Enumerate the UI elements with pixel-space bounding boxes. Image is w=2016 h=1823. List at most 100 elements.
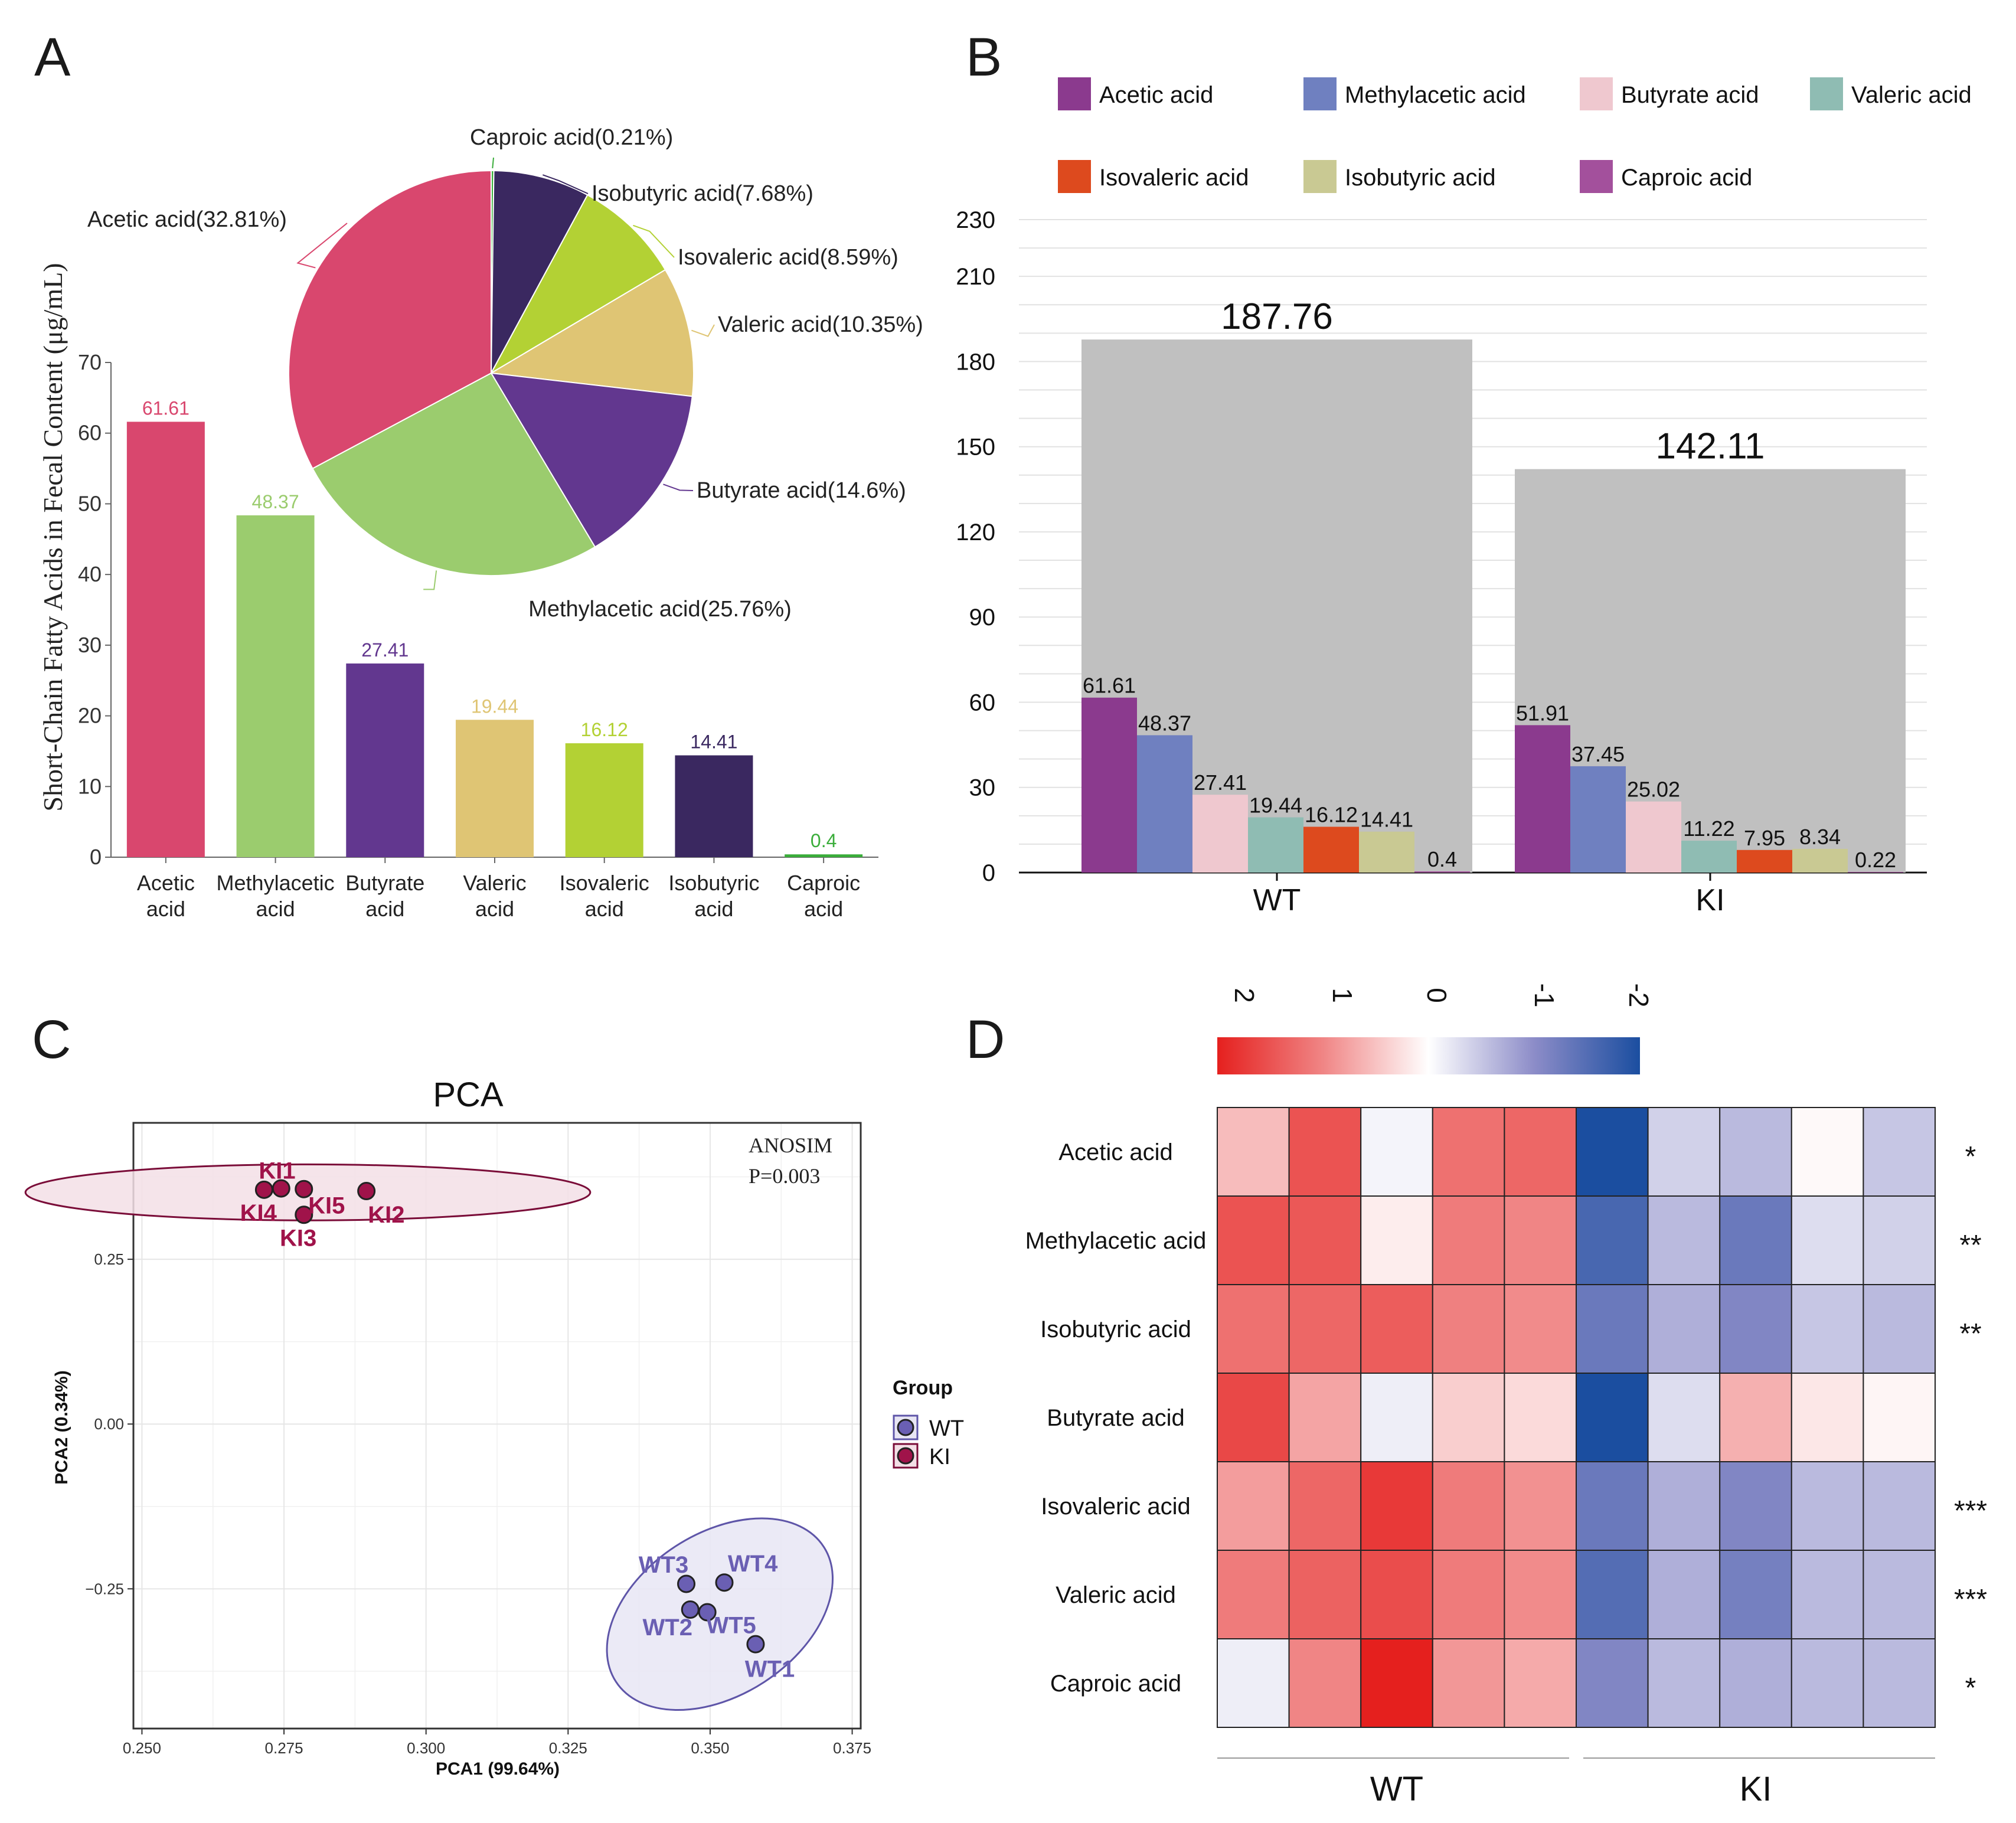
pie-leader-line xyxy=(296,223,348,269)
heatmap-cell xyxy=(1576,1638,1649,1728)
colorbar-tick-label: -1 xyxy=(1529,984,1560,1008)
heatmap-cell xyxy=(1432,1284,1505,1374)
heatmap-cell xyxy=(1288,1550,1362,1639)
c-x-tick-label: 0.275 xyxy=(265,1739,303,1757)
heatmap-cell xyxy=(1360,1284,1433,1374)
b-series-bar xyxy=(1515,725,1570,873)
a-y-tick-label: 30 xyxy=(78,633,102,657)
b-legend-label: Butyrate acid xyxy=(1621,82,1759,108)
heatmap-cell xyxy=(1863,1550,1936,1639)
a-category-label: acid xyxy=(475,897,514,921)
c-plot-frame xyxy=(132,1122,862,1730)
c-x-tick-label: 0.350 xyxy=(691,1739,729,1757)
a-value-label: 27.41 xyxy=(361,639,409,661)
c-point-label: KI5 xyxy=(308,1193,345,1219)
b-y-tick-label: 30 xyxy=(969,775,996,801)
b-series-value-label: 14.41 xyxy=(1360,808,1413,832)
heatmap-cell xyxy=(1790,1107,1864,1197)
c-point-label: WT1 xyxy=(745,1656,795,1682)
c-legend-label: KI xyxy=(929,1445,950,1469)
heatmap-group-label: KI xyxy=(1740,1770,1772,1808)
heatmap-cell xyxy=(1217,1461,1290,1551)
a-category-label: Methylacetic xyxy=(217,871,335,895)
a-y-tick-label: 10 xyxy=(78,774,102,798)
heatmap-cell xyxy=(1863,1284,1936,1374)
a-bar xyxy=(126,422,205,857)
heatmap-cell xyxy=(1432,1107,1505,1197)
b-series-bar xyxy=(1570,766,1626,873)
c-point xyxy=(677,1574,696,1593)
heatmap-row-label: Methylacetic acid xyxy=(1025,1228,1207,1254)
c-point-label: KI3 xyxy=(280,1225,316,1251)
a-value-label: 19.44 xyxy=(471,695,518,717)
b-legend-label: Valeric acid xyxy=(1851,82,1972,108)
heatmap-cell xyxy=(1790,1461,1864,1551)
b-series-bar xyxy=(1303,826,1359,873)
a-category-label: Isovaleric xyxy=(560,871,649,895)
heatmap-cell xyxy=(1647,1461,1721,1551)
colorbar-tick-label: -2 xyxy=(1623,984,1654,1008)
b-series-bar xyxy=(1248,817,1303,873)
b-series-value-label: 8.34 xyxy=(1799,825,1841,849)
pie-slice xyxy=(489,269,694,397)
a-bar xyxy=(346,663,424,857)
b-y-tick-label: 150 xyxy=(956,434,995,460)
heatmap-significance: *** xyxy=(1954,1495,1987,1527)
b-series-bar xyxy=(1737,850,1792,873)
heatmap-significance: * xyxy=(1965,1672,1976,1704)
b-group-label: WT xyxy=(1253,883,1301,917)
a-bar xyxy=(675,755,753,857)
pie-slice-label: Caproic acid(0.21%) xyxy=(470,125,673,150)
heatmap-cell xyxy=(1360,1461,1433,1551)
a-y-tick-label: 60 xyxy=(78,421,102,445)
c-y-tick-label: −0.25 xyxy=(85,1580,124,1597)
heatmap-row-label: Valeric acid xyxy=(1056,1582,1176,1608)
heatmap-cell xyxy=(1576,1284,1649,1374)
heatmap-significance: *** xyxy=(1954,1584,1987,1615)
pie-slice xyxy=(491,170,589,374)
pca-legend-title: Group xyxy=(893,1377,953,1399)
c-point-label: WT4 xyxy=(728,1551,778,1577)
a-bar xyxy=(785,854,863,857)
b-series-bar xyxy=(1681,841,1737,873)
pca-x-axis-label: PCA1 (99.64%) xyxy=(436,1759,560,1779)
heatmap-significance: * xyxy=(1965,1141,1976,1172)
pie-slice xyxy=(312,372,596,577)
b-series-value-label: 25.02 xyxy=(1627,777,1680,802)
pie-leader-line xyxy=(663,483,694,491)
c-point xyxy=(357,1182,376,1201)
heatmap-cell xyxy=(1217,1373,1290,1462)
a-category-label: acid xyxy=(804,897,843,921)
b-legend-swatch xyxy=(1810,77,1843,110)
b-legend-label: Isovaleric acid xyxy=(1099,165,1249,191)
pie-slice-label: Isobutyric acid(7.68%) xyxy=(592,181,813,206)
heatmap-significance: ** xyxy=(1959,1318,1981,1350)
b-y-tick-label: 60 xyxy=(969,690,996,716)
b-series-bar xyxy=(1626,801,1681,873)
colorbar-tick-label: 0 xyxy=(1422,988,1452,1003)
b-series-value-label: 7.95 xyxy=(1744,826,1785,850)
heatmap-significance: ** xyxy=(1959,1230,1981,1261)
b-y-tick-label: 210 xyxy=(956,264,995,290)
a-value-label: 48.37 xyxy=(252,491,299,512)
heatmap-row-label: Isobutyric acid xyxy=(1040,1316,1191,1342)
a-category-label: Butyrate xyxy=(345,871,424,895)
pie-slice-label: Methylacetic acid(25.76%) xyxy=(528,597,792,622)
heatmap-cell xyxy=(1647,1550,1721,1639)
c-point-label: WT5 xyxy=(706,1613,756,1639)
heatmap-cell xyxy=(1504,1550,1577,1639)
pie-slice-label: Isovaleric acid(8.59%) xyxy=(678,245,898,270)
heatmap-cell xyxy=(1863,1107,1936,1197)
a-y-tick-label: 50 xyxy=(78,491,102,515)
colorbar-tick-label: 2 xyxy=(1229,988,1260,1003)
heatmap-cell xyxy=(1432,1373,1505,1462)
heatmap-cell xyxy=(1790,1550,1864,1639)
heatmap-cell xyxy=(1576,1550,1649,1639)
b-series-bar xyxy=(1792,848,1848,873)
panel-a-y-axis-label: Short-Chain Fatty Acids in Fecal Content… xyxy=(38,263,68,811)
pie-slice-label: Butyrate acid(14.6%) xyxy=(697,478,906,503)
heatmap-cell xyxy=(1432,1638,1505,1728)
pie-leader-line xyxy=(492,157,494,169)
anosim-p-value: P=0.003 xyxy=(749,1164,820,1188)
heatmap-cell xyxy=(1360,1550,1433,1639)
